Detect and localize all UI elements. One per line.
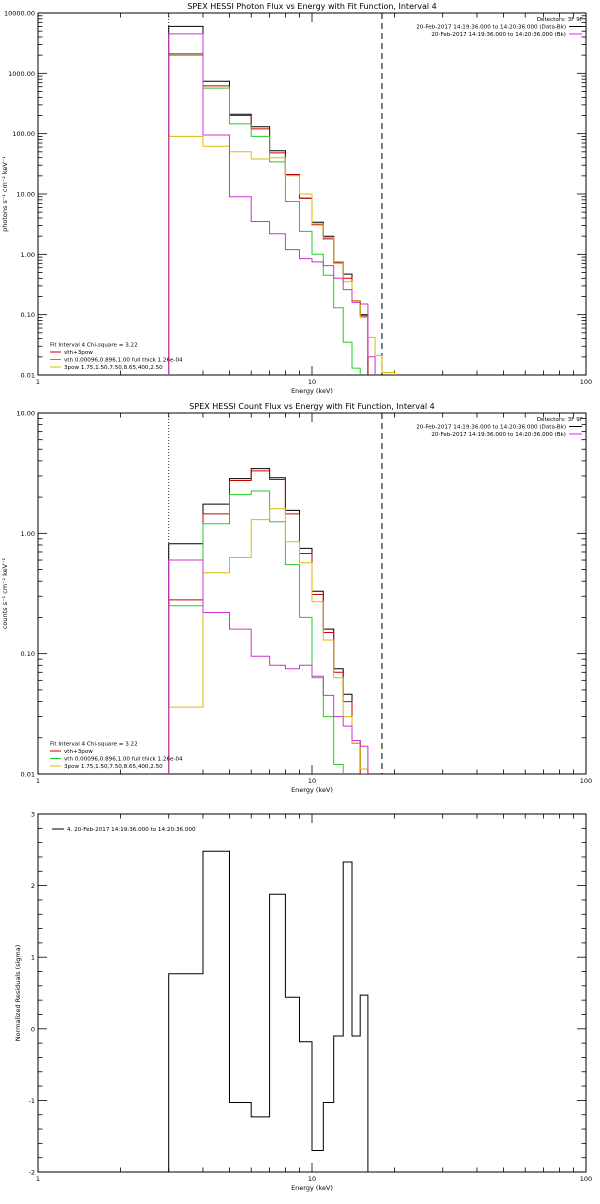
x-axis: 1 10 100 Energy (keV) xyxy=(36,413,592,794)
chart-2: SPEX HESSI Count Flux vs Energy with Fit… xyxy=(1,402,592,794)
y-tick-label: 1.00 xyxy=(21,530,35,538)
y-tick-label: 0.01 xyxy=(21,372,35,380)
x-tick-label: 100 xyxy=(580,378,592,386)
chart-3: 1 10 100 Energy (keV) -2 -1 0 1 2 3 Normalized Res… xyxy=(14,811,592,1193)
y-tick-label: 0 xyxy=(31,1025,35,1033)
legend-entry: 20-Feb-2017 14:19:36.000 to 14:20:36.000… xyxy=(416,425,566,431)
y-axis-label: photons s⁻¹ cm⁻² keV⁻¹ xyxy=(1,156,9,232)
legend-entry: Detectors: 3F 9F xyxy=(537,17,583,23)
series-group xyxy=(168,468,369,774)
x-axis: 1 10 100 Energy (keV) xyxy=(36,814,592,1192)
series-bk xyxy=(168,33,376,375)
y-tick-label: 10.00 xyxy=(16,410,35,418)
y-tick-label: 1000.00 xyxy=(8,70,35,78)
y-tick-label: -2 xyxy=(29,1169,35,1177)
legend-entry: vth 0.00096,0.896,1.00 full thick 1.26e-… xyxy=(64,757,183,763)
legend-entry: vth+3pow xyxy=(64,749,93,755)
x-axis: 1 10 100 Energy (keV) xyxy=(36,13,592,395)
legend-left: Fit Interval 4 Chi-square = 3.22vth+3pow… xyxy=(50,742,183,770)
series-group xyxy=(168,850,369,1172)
series-vth xyxy=(168,490,344,774)
chart-title: SPEX HESSI Photon Flux vs Energy with Fi… xyxy=(187,2,437,11)
legend-entry: 20-Feb-2017 14:19:36.000 to 14:20:36.000… xyxy=(416,25,566,31)
legend-entry: 4. 20-Feb-2017 14:19:36.000 to 14:20:36.… xyxy=(67,827,196,833)
legend-entry: Detectors: 3F 9F xyxy=(537,417,583,423)
x-tick-label: 1 xyxy=(36,777,40,785)
series-group xyxy=(168,25,395,375)
y-tick-label: -1 xyxy=(29,1097,35,1105)
y-axis: -2 -1 0 1 2 3 Normalized Residuals (sigma) xyxy=(14,811,586,1177)
series-vth xyxy=(168,54,361,375)
legend-entry: 20-Feb-2017 14:19:36.000 to 14:20:36.000… xyxy=(431,32,566,38)
y-tick-label: 10.00 xyxy=(16,191,35,199)
legend-entry: vth+3pow xyxy=(64,350,93,356)
x-axis-label: Energy (keV) xyxy=(291,1184,333,1192)
y-tick-label: 2 xyxy=(31,882,35,890)
legend-right: Detectors: 3F 9F 20-Feb-2017 14:19:36.000… xyxy=(416,417,583,438)
y-tick-label: 3 xyxy=(31,811,35,819)
x-tick-label: 100 xyxy=(580,1175,592,1183)
series-resid xyxy=(168,850,369,1172)
y-tick-label: 10000.00 xyxy=(4,10,35,18)
x-tick-label: 10 xyxy=(308,777,316,785)
legend-entry: 3pow 1.75,1.50,7.50,8.65,400,2.50 xyxy=(64,764,163,770)
y-axis: 0.01 0.10 1.00 10.00 100.00 1000.00 10000.00 ph… xyxy=(1,10,586,380)
y-axis: 0.01 0.10 1.00 10.00 counts s⁻¹ cm⁻² keV⁻¹ xyxy=(1,410,586,779)
x-tick-label: 1 xyxy=(36,378,40,386)
y-tick-label: 100.00 xyxy=(12,130,35,138)
series-bpow xyxy=(168,135,395,375)
chart-title: SPEX HESSI Count Flux vs Energy with Fit… xyxy=(189,402,434,411)
x-axis-label: Energy (keV) xyxy=(291,786,333,794)
y-axis-label: counts s⁻¹ cm⁻² keV⁻¹ xyxy=(1,557,9,629)
legend-top: 4. 20-Feb-2017 14:19:36.000 to 14:20:36.… xyxy=(52,827,196,833)
x-tick-label: 10 xyxy=(308,378,316,386)
legend-entry: 20-Feb-2017 14:19:36.000 to 14:20:36.000… xyxy=(431,432,566,438)
legend-entry: Fit Interval 4 Chi-square = 3.22 xyxy=(50,742,138,748)
x-tick-label: 10 xyxy=(308,1175,316,1183)
legend-left: Fit Interval 4 Chi-square = 3.22vth+3pow… xyxy=(50,343,183,371)
y-tick-label: 0.10 xyxy=(21,650,35,658)
legend-entry: vth 0.00096,0.896,1.00 full thick 1.26e-… xyxy=(64,358,183,364)
legend-entry: Fit Interval 4 Chi-square = 3.22 xyxy=(50,343,138,349)
y-tick-label: 1 xyxy=(31,954,35,962)
x-tick-label: 100 xyxy=(580,777,592,785)
x-axis-label: Energy (keV) xyxy=(291,387,333,395)
x-tick-label: 1 xyxy=(36,1175,40,1183)
y-tick-label: 0.01 xyxy=(21,771,35,779)
chart-1: SPEX HESSI Photon Flux vs Energy with Fi… xyxy=(1,2,592,395)
legend-right: Detectors: 3F 9F 20-Feb-2017 14:19:36.000… xyxy=(416,17,583,38)
legend-entry: 3pow 1.75,1.50,7.50,8.65,400,2.50 xyxy=(64,365,163,371)
series-bk xyxy=(168,559,369,774)
y-axis-label: Normalized Residuals (sigma) xyxy=(14,945,22,1042)
y-tick-label: 1.00 xyxy=(21,251,35,259)
y-tick-label: 0.10 xyxy=(21,311,35,319)
